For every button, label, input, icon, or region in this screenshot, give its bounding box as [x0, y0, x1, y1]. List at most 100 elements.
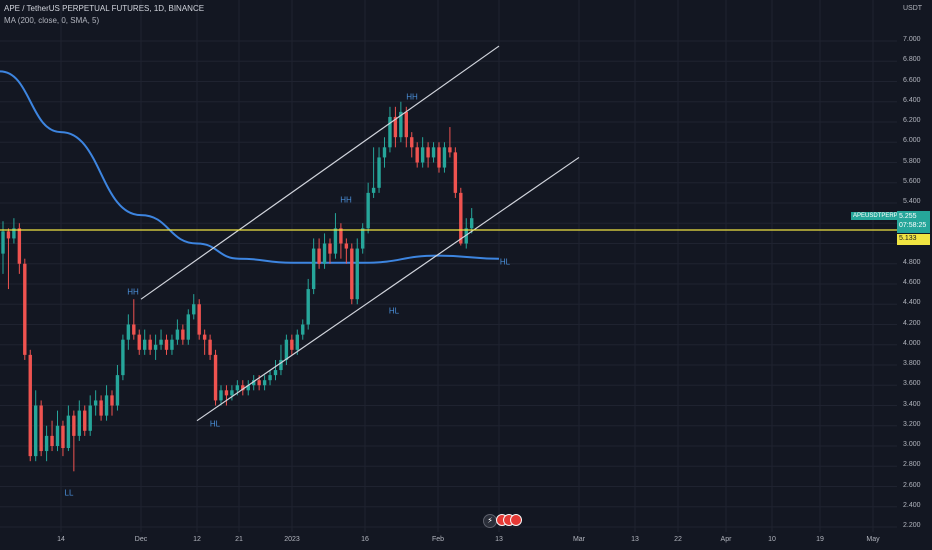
time-tick-label: 12 [193, 536, 201, 543]
candle-body [437, 147, 441, 168]
price-axis-unit: USDT [903, 5, 923, 12]
price-tick-label: 6.400 [903, 96, 921, 104]
news-icons[interactable]: ⚡ [483, 514, 522, 528]
candle-body [273, 370, 278, 376]
time-tick-label: Dec [134, 536, 148, 543]
candle-body [219, 390, 223, 401]
price-tick-label: 4.000 [903, 339, 921, 347]
price-tick-label: 6.200 [903, 117, 921, 124]
annotation-label[interactable]: HL [388, 306, 400, 316]
candle-body [339, 228, 343, 244]
annotation-label[interactable]: HH [127, 287, 139, 297]
candle-body [66, 415, 71, 449]
candle-body [148, 339, 152, 350]
candle-body [410, 137, 414, 148]
price-tick-label: 4.400 [903, 299, 921, 307]
candle-body [55, 425, 60, 446]
candle-body [181, 329, 185, 340]
candle-body [197, 304, 201, 335]
candle-body [290, 339, 294, 350]
candle-body [235, 385, 240, 391]
annotation-label[interactable]: HL [209, 419, 221, 429]
candle-body [448, 147, 452, 153]
ma-curve [0, 70, 500, 264]
time-tick-label: 13 [495, 536, 503, 543]
candle-body [279, 359, 283, 371]
candle-body [350, 248, 354, 300]
candle-body [295, 334, 299, 350]
candle-body [333, 228, 338, 254]
annotation-label[interactable]: LL [64, 488, 74, 498]
grid [0, 0, 897, 532]
price-tick-label: 6.800 [903, 56, 921, 64]
candle-body [213, 354, 218, 401]
candle-body [241, 385, 245, 391]
annotation-label[interactable]: HH [406, 92, 418, 102]
candle-body [126, 324, 131, 340]
time-tick-label: May [866, 536, 880, 543]
candle-body [50, 435, 54, 446]
price-tick-label: 5.800 [903, 157, 921, 165]
price-tick-label: 6.600 [903, 76, 921, 84]
candle-body [110, 395, 114, 406]
time-tick-label: Feb [431, 536, 445, 543]
candle-body [317, 248, 321, 264]
candle-body [301, 324, 305, 335]
candle-body [175, 329, 180, 340]
candle-body [61, 425, 65, 449]
candle-body [17, 228, 22, 264]
price-tick-label: 2.600 [903, 481, 921, 489]
last-price-value: 5.255 [899, 213, 917, 220]
time-tick-label: 14 [57, 536, 65, 543]
price-tick-label: 4.600 [903, 279, 921, 286]
time-tick-label: Mar [572, 536, 586, 543]
symbol-tag: APEUSDTPERP [851, 212, 900, 220]
candle-body [366, 192, 370, 229]
candle-body [208, 339, 212, 355]
horizontal-line-price-tag: 5.133 [897, 234, 930, 245]
candle-body [420, 147, 425, 163]
candle-body [268, 375, 272, 381]
candle-body [257, 380, 261, 386]
candle-body [132, 324, 136, 335]
candle-body [93, 400, 98, 406]
candle-body [23, 263, 27, 355]
price-tick-label: 5.400 [903, 198, 921, 205]
candle-body [1, 231, 5, 254]
annotation-label[interactable]: HL [499, 257, 511, 267]
candle-body [322, 243, 327, 264]
candle-body [72, 415, 76, 436]
candle-body [361, 228, 365, 249]
candle-body [404, 111, 408, 138]
time-tick-label: Apr [720, 536, 732, 543]
candle-body [399, 111, 403, 138]
candle-body [34, 405, 38, 457]
candle-body [153, 344, 158, 350]
candle-body [164, 339, 169, 350]
candle-body [99, 400, 103, 416]
candle-body [262, 380, 267, 386]
candle-body [355, 248, 359, 300]
candle-body [459, 192, 463, 244]
us-flag-icon[interactable] [510, 514, 522, 526]
price-tick-label: 3.600 [903, 380, 921, 388]
annotation-label[interactable]: HH [340, 195, 352, 205]
price-tick-label: 5.600 [903, 177, 921, 185]
candle-body [121, 339, 125, 376]
time-tick-label: 13 [631, 536, 639, 543]
last-price-tag: 5.255 07:58:25 [897, 211, 930, 233]
candle-body [186, 314, 190, 340]
candle-body [388, 116, 392, 148]
indicator-legend[interactable]: MA (200, close, 0, SMA, 5) [4, 16, 100, 25]
price-tick-label: 3.400 [903, 400, 921, 408]
candle-body [371, 187, 376, 193]
time-tick-label: 21 [235, 536, 243, 543]
candle-body [311, 248, 316, 290]
candle-body [431, 147, 436, 158]
candle-body [115, 375, 120, 406]
price-tick-label: 4.200 [903, 319, 921, 327]
flash-icon[interactable]: ⚡ [483, 514, 497, 528]
candle-body [230, 390, 234, 396]
price-tick-label: 2.800 [903, 461, 921, 469]
